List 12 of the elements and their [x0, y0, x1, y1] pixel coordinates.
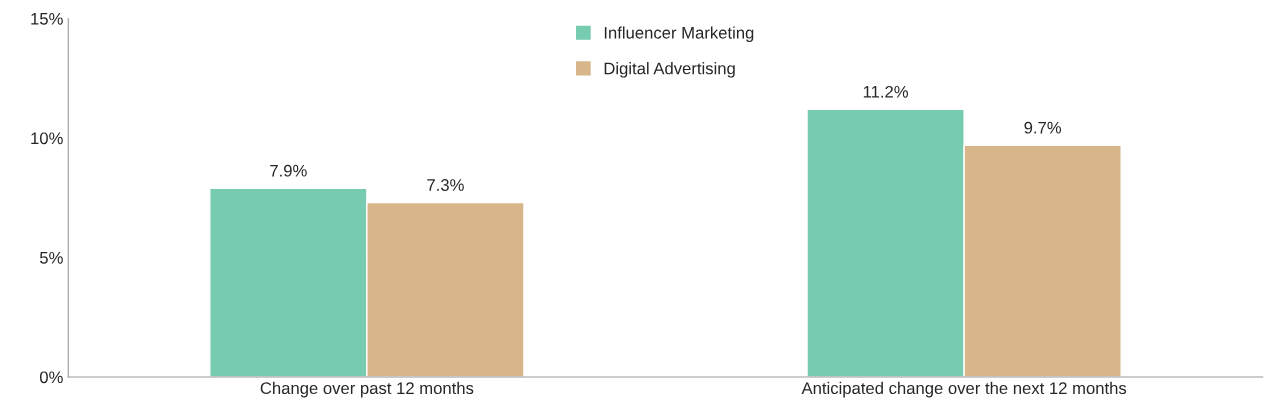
x-tick-label: Anticipated change over the next 12 months — [801, 381, 1127, 398]
legend-label: Digital Advertising — [604, 62, 735, 78]
data-label: 9.7% — [1024, 121, 1062, 134]
y-tick-label: 15% — [31, 13, 63, 25]
data-label: 7.3% — [427, 179, 464, 191]
y-tick-label: 10% — [31, 132, 63, 145]
y-tick-label: 0% — [39, 371, 63, 384]
data-label: 7.9% — [270, 164, 307, 177]
x-tick-label: Change over past 12 months — [260, 381, 474, 398]
y-tick-label: 5% — [39, 251, 63, 264]
data-label: 11.2% — [863, 85, 908, 98]
legend-label: Influencer Marketing — [604, 26, 754, 42]
